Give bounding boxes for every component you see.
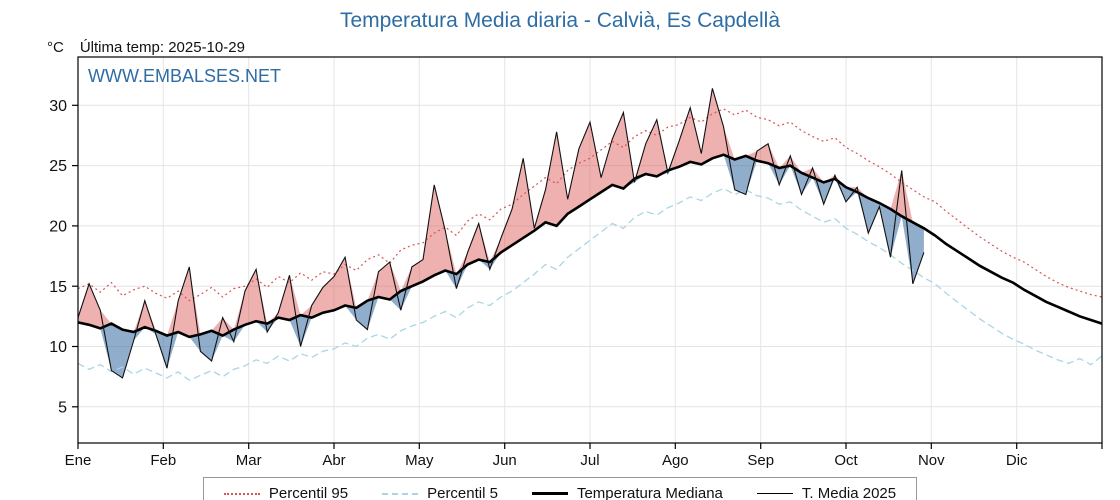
x-tick-label: May <box>405 452 434 469</box>
watermark: WWW.EMBALSES.NET <box>88 66 281 86</box>
x-tick-label: Dic <box>1006 452 1028 469</box>
gridlines <box>78 57 1102 443</box>
y-tick-label: 30 <box>49 98 67 115</box>
percentil-95-line-sample-icon <box>223 492 260 495</box>
x-tick-label: Abr <box>322 452 345 469</box>
x-tick-label: Sep <box>747 452 774 469</box>
temperature-chart: 5 10 15 20 25 30 Ene Feb Mar Abr May Jun Jul Ago Sep Oc… <box>49 56 1103 469</box>
x-tick-label: Nov <box>918 452 945 469</box>
axis-header: °C Última temp: 2025-10-29 <box>47 39 245 56</box>
x-tick-label: Feb <box>150 452 176 469</box>
mediana-line-sample-icon <box>531 492 568 495</box>
legend-item-percentil-5: Percentil 5 <box>382 485 498 500</box>
legend-item-tmedia-2025: T. Media 2025 <box>756 485 897 500</box>
fill-above-median <box>78 88 924 337</box>
y-tick-label: 5 <box>58 399 67 416</box>
legend-item-percentil-95: Percentil 95 <box>223 485 349 500</box>
x-tick-label: Ago <box>662 452 689 469</box>
y-tick-label: 25 <box>49 158 67 175</box>
y-tick-label: 10 <box>49 339 67 356</box>
y-tick-label: 15 <box>49 279 67 296</box>
x-tick-label: Oct <box>834 452 858 469</box>
x-tick-label: Ene <box>65 452 92 469</box>
tmedia-2025-line-sample-icon <box>756 493 793 494</box>
last-temp-label: Última temp: 2025-10-29 <box>79 39 245 56</box>
legend-box: Percentil 95 Percentil 5 Temperatura Med… <box>202 477 918 500</box>
x-tick-label: Jun <box>493 452 517 469</box>
x-tick-label: Jul <box>580 452 599 469</box>
line-temperatura-mediana <box>77 153 1103 339</box>
page-title: Temperatura Media diaria - Calvià, Es Ca… <box>339 9 781 32</box>
legend-label: Percentil 5 <box>427 485 498 500</box>
fill-below-median <box>78 154 924 378</box>
percentil-5-line-sample-icon <box>382 492 419 495</box>
y-tick-label: 20 <box>49 219 67 236</box>
axes: 5 10 15 20 25 30 Ene Feb Mar Abr May Jun Jul Ago Sep Oc… <box>49 56 1103 469</box>
legend-label: Temperatura Mediana <box>576 485 723 500</box>
legend: Percentil 95 Percentil 5 Temperatura Med… <box>0 477 1120 500</box>
data-series <box>77 88 1103 382</box>
line-t-media-2025 <box>77 88 925 379</box>
legend-item-mediana: Temperatura Mediana <box>531 485 723 500</box>
x-tick-label: Mar <box>236 452 262 469</box>
line-percentil-5 <box>77 187 1103 382</box>
y-axis-unit-label: °C <box>47 39 64 56</box>
legend-label: T. Media 2025 <box>801 485 897 500</box>
legend-label: Percentil 95 <box>268 485 349 500</box>
